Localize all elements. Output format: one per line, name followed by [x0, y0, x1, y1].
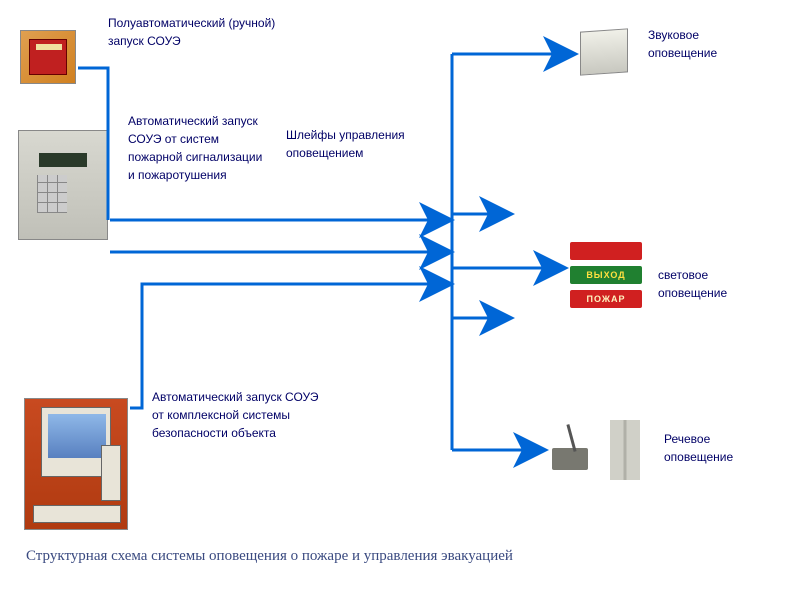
light-label: световое оповещение [658, 266, 768, 302]
sign-red-top [570, 242, 642, 260]
sound-speaker [580, 28, 628, 75]
tower-icon [101, 445, 121, 501]
exit-signs-group: ВЫХОД ПОЖАР [570, 242, 642, 314]
bus-label: Шлейфы управления оповещением [286, 126, 406, 162]
security-computer-label: Автоматический запуск СОУЭ от комплексно… [152, 388, 322, 442]
voice-speaker [610, 420, 640, 480]
manual-trigger-button [29, 39, 67, 75]
fire-control-panel [18, 130, 108, 240]
voice-label: Речевое оповещение [664, 430, 774, 466]
sign-exit: ВЫХОД [570, 266, 642, 284]
keyboard-icon [33, 505, 121, 523]
security-computer [24, 398, 128, 530]
microphone-stem [566, 424, 576, 452]
fire-control-label: Автоматический запуск СОУЭ от систем пож… [128, 112, 268, 184]
sign-fire: ПОЖАР [570, 290, 642, 308]
manual-trigger-device [20, 30, 76, 84]
diagram-caption: Структурная схема системы оповещения о п… [26, 548, 513, 565]
microphone-icon [552, 448, 588, 470]
sound-label: Звуковое оповещение [648, 26, 768, 62]
manual-trigger-label: Полуавтоматический (ручной) запуск СОУЭ [108, 14, 278, 50]
